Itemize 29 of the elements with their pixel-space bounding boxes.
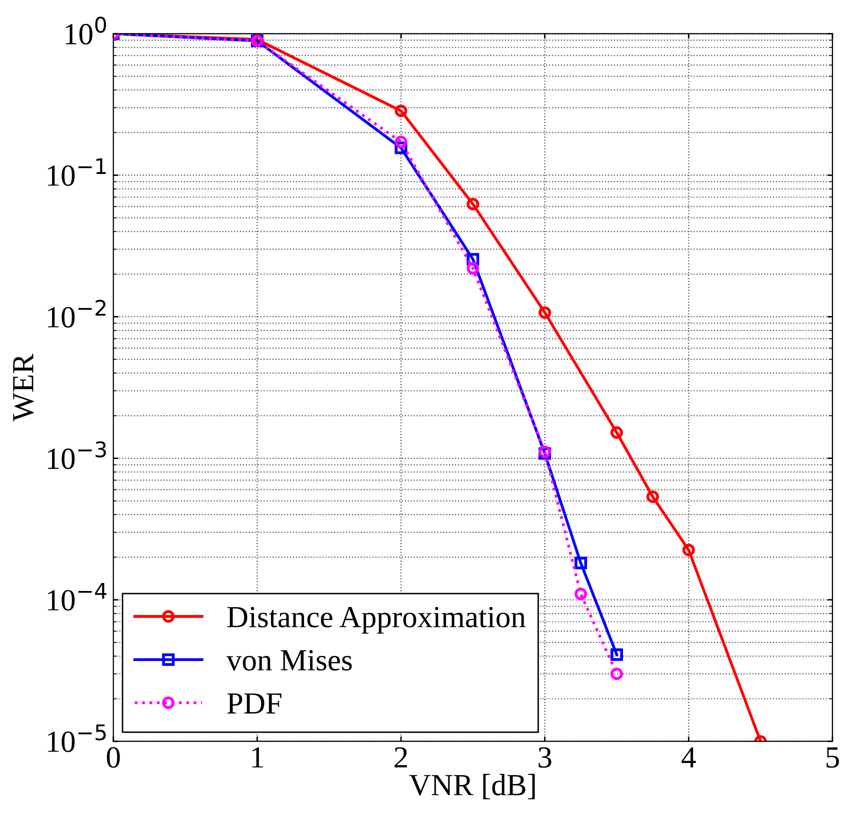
x-tick-label: 1 (252, 747, 263, 768)
y-tick-label: 10$^{−3}$ (48, 441, 106, 470)
y-tick-label: 10$^{−4}$ (48, 582, 106, 611)
x-tick-label: 0 (106, 747, 120, 768)
point (538, 306, 552, 319)
point (610, 648, 623, 661)
x-tick-label: 4 (682, 747, 696, 768)
legend-label: Distance Approximation (227, 606, 526, 634)
y-tick-label: 10$^{−5}$ (48, 724, 106, 752)
point (466, 262, 480, 275)
point (610, 426, 623, 439)
y-axis-title: WER (13, 354, 34, 422)
x-tick-label: 5 (826, 747, 839, 768)
point (394, 136, 408, 148)
y-tick-label: 10$^{0}$ (66, 16, 106, 45)
point (394, 104, 408, 118)
x-axis-title: VNR [dB] (409, 774, 535, 800)
point (682, 544, 695, 556)
y-tick-label: 10$^{−2}$ (48, 300, 106, 328)
legend-label: von Mises (226, 650, 352, 671)
point (574, 588, 588, 600)
y-tick-label: 10$^{−1}$ (48, 158, 106, 186)
x-tick-label: 2 (394, 747, 407, 768)
point (610, 668, 623, 680)
point (646, 490, 659, 503)
legend-label: PDF (227, 693, 282, 714)
point (466, 198, 480, 210)
point (574, 556, 588, 570)
x-tick-label: 3 (538, 747, 552, 768)
